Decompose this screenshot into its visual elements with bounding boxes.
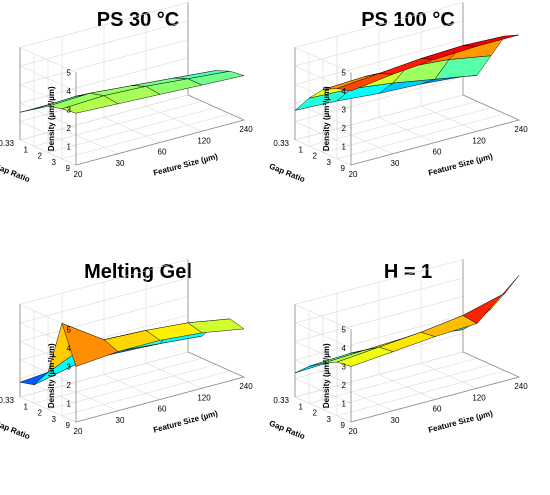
y-tick-label: 9 [341, 164, 346, 173]
x-tick-label: 30 [116, 416, 125, 425]
floor-gridline [47, 107, 217, 153]
y-tick-label: 0.33 [273, 139, 289, 148]
x-tick-label: 20 [349, 170, 358, 179]
x-tick-label: 30 [391, 416, 400, 425]
axes-frame [75, 259, 246, 423]
x-tick-label: 60 [158, 405, 167, 414]
surface-patch-r0-c3 [462, 275, 520, 324]
x-tick-label: 240 [514, 125, 528, 134]
x-tick-label: 60 [433, 148, 442, 157]
z-axis-label: Density (µm²/µm) [322, 86, 331, 151]
y-axis-label: Gap Ratio [268, 419, 307, 442]
x-tick-label: 60 [433, 405, 442, 414]
y-tick-label: 9 [66, 421, 71, 430]
z-tick-label: 4 [342, 87, 347, 96]
z-tick-label: 5 [342, 326, 347, 335]
floor-gridline [61, 370, 231, 417]
x-tick-label: 60 [158, 148, 167, 157]
x-tick-label: 20 [349, 427, 358, 436]
y-axis-label: Gap Ratio [0, 162, 31, 185]
z-axis-label: Density (µm²/µm) [322, 343, 331, 408]
surface-patch-r0-c3 [462, 34, 520, 47]
floor-gridline [308, 357, 478, 404]
z-tick-label: 5 [67, 69, 72, 78]
z-tick-label: 4 [67, 87, 72, 96]
y-tick-label: 1 [299, 402, 304, 411]
panel-title: Melting Gel [84, 261, 192, 283]
z-tick-label: 3 [67, 363, 72, 372]
y-tick-label: 3 [327, 158, 332, 167]
x-tick-label: 20 [74, 427, 83, 436]
z-axis-label: Density (µm²/µm) [47, 86, 56, 151]
z-tick-label: 1 [342, 400, 347, 409]
y-tick-label: 1 [24, 402, 29, 411]
z-tick-label: 5 [67, 326, 72, 335]
z-tick-label: 1 [67, 400, 72, 409]
y-tick-label: 9 [341, 421, 346, 430]
z-tick-label: 3 [67, 106, 72, 115]
axes-frame [75, 2, 246, 166]
z-tick-label: 2 [342, 381, 347, 390]
y-tick-label: 2 [313, 409, 318, 418]
floor-gridline [336, 113, 506, 160]
y-tick-label: 2 [38, 152, 43, 161]
panel-title: PS 100 °C [361, 9, 455, 31]
y-axis-label: Gap Ratio [268, 162, 307, 185]
surface-patch-r0-c3 [187, 70, 245, 86]
z-tick-label: 1 [342, 143, 347, 152]
panel-title: H = 1 [384, 261, 432, 283]
y-tick-label: 2 [313, 152, 318, 161]
y-tick-label: 0.33 [0, 139, 15, 148]
y-tick-label: 1 [24, 145, 29, 154]
z-tick-label: 3 [342, 106, 347, 115]
x-tick-label: 120 [197, 136, 211, 145]
y-tick-label: 1 [299, 145, 304, 154]
y-axis-label: Gap Ratio [0, 419, 31, 442]
y-tick-label: 0.33 [0, 396, 15, 405]
y-tick-label: 2 [38, 409, 43, 418]
floor-gridline [61, 113, 231, 160]
z-tick-label: 4 [67, 344, 72, 353]
x-tick-label: 240 [514, 382, 528, 391]
z-tick-label: 5 [342, 69, 347, 78]
y-tick-label: 3 [52, 415, 57, 424]
z-tick-label: 2 [67, 381, 72, 390]
z-tick-label: 3 [342, 363, 347, 372]
x-tick-label: 20 [74, 170, 83, 179]
x-tick-label: 120 [472, 393, 486, 402]
x-tick-label: 240 [239, 382, 253, 391]
z-tick-label: 2 [342, 124, 347, 133]
floor-gridline [322, 107, 492, 153]
floor-gridline [47, 364, 217, 410]
panel-title: PS 30 °C [97, 9, 179, 31]
x-tick-label: 30 [116, 159, 125, 168]
floor-gridline [308, 100, 478, 147]
y-tick-label: 0.33 [273, 396, 289, 405]
surface-patch-r0-c3 [187, 318, 245, 334]
x-tick-label: 240 [239, 125, 253, 134]
floor-gridline [336, 370, 506, 417]
floor-gridline [322, 364, 492, 410]
x-tick-label: 120 [472, 136, 486, 145]
y-tick-label: 3 [52, 158, 57, 167]
y-tick-label: 3 [327, 415, 332, 424]
z-axis-label: Density (µm²/µm) [47, 343, 56, 408]
z-tick-label: 4 [342, 344, 347, 353]
x-tick-label: 30 [391, 159, 400, 168]
y-tick-label: 9 [66, 164, 71, 173]
x-tick-label: 120 [197, 393, 211, 402]
z-tick-label: 1 [67, 143, 72, 152]
z-tick-label: 2 [67, 124, 72, 133]
